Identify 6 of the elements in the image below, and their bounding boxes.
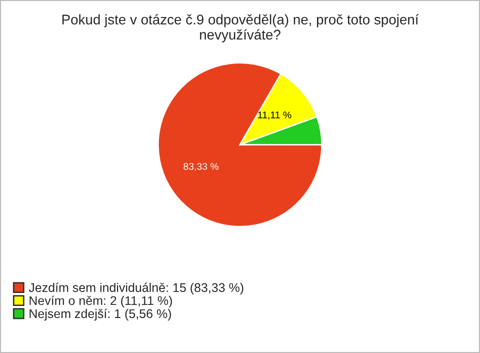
data-label: 83,33 % bbox=[184, 162, 218, 172]
chart-title: Pokud jste v otázce č.9 odpověděl(a) ne, proč toto spojení nevyužíváte? bbox=[62, 14, 419, 42]
legend-label: Nevím o něm: 2 (11,11 %) bbox=[30, 296, 172, 308]
legend-label: Nejsem zdejší: 1 (5,56 %) bbox=[30, 308, 171, 321]
data-label: 11,11 % bbox=[258, 112, 292, 120]
legend-label: Jezdím sem individuálně: 15 (83,33 %) bbox=[28, 282, 244, 294]
